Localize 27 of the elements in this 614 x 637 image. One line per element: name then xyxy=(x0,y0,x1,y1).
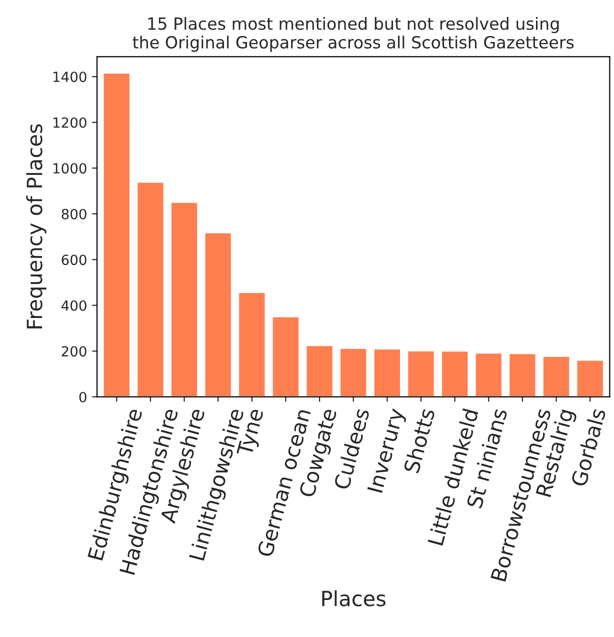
bar xyxy=(271,316,300,397)
y-tick-label: 1200 xyxy=(53,117,86,128)
bar xyxy=(102,72,131,397)
y-tick-label: 600 xyxy=(62,254,86,266)
bar xyxy=(576,359,604,397)
bar xyxy=(372,348,402,397)
bar xyxy=(170,201,198,397)
y-tick-label: 0 xyxy=(79,392,86,402)
bar xyxy=(238,292,266,397)
y-axis-title: Frequency of Places xyxy=(26,124,46,328)
y-tick-label: 1400 xyxy=(53,72,86,82)
bar xyxy=(508,352,537,397)
bar xyxy=(474,352,503,397)
y-tick-label: 400 xyxy=(61,300,86,311)
bar xyxy=(542,355,570,397)
bar xyxy=(440,350,470,397)
y-tick-label: 1000 xyxy=(53,163,86,174)
bar xyxy=(305,344,334,397)
x-tick-label: Shotts xyxy=(403,408,436,474)
bar xyxy=(339,347,368,397)
bar xyxy=(406,350,436,397)
bar xyxy=(136,181,165,397)
y-tick-label: 200 xyxy=(62,346,86,357)
y-tick-label: 800 xyxy=(62,208,86,220)
bar xyxy=(204,232,232,397)
chart-title: 15 Places most mentioned but not resolved using the Original Geoparser across all Scottish Gazetteers xyxy=(132,17,574,52)
x-axis-title: Places xyxy=(322,590,386,606)
